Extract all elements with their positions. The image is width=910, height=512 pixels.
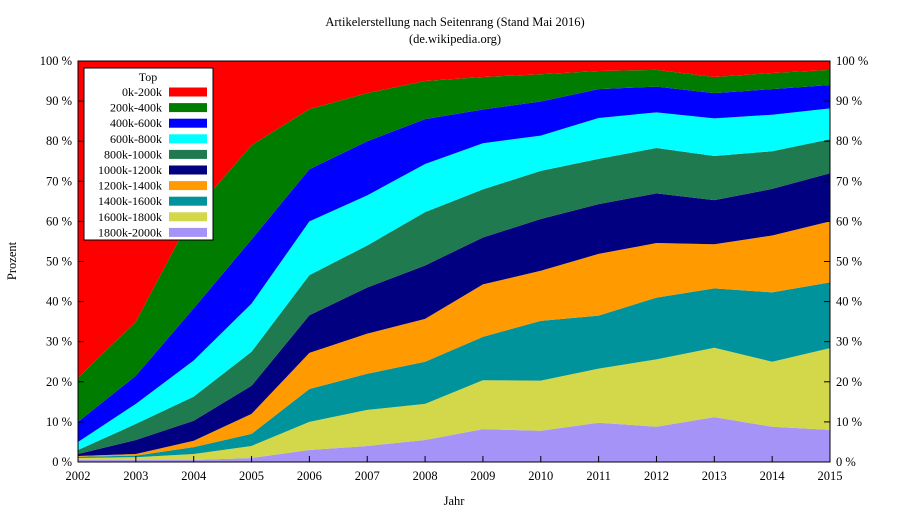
area-1800k-2000k — [78, 417, 830, 462]
area-1200k-1400k — [78, 221, 830, 457]
y-tick-label-left: 20 % — [46, 375, 72, 389]
area-600k-800k — [78, 108, 830, 450]
area-series-group — [78, 61, 830, 462]
y-tick-label-right: 30 % — [836, 335, 862, 349]
y-tick-label-right: 0 % — [836, 455, 856, 469]
x-tick-label: 2003 — [123, 469, 148, 483]
y-tick-label-left: 90 % — [46, 94, 72, 108]
y-axis-left: 0 % 10 % 20 % 30 % 40 % 50 % 60 % 70 % 80 % 90 % 1… — [40, 54, 84, 469]
legend-swatch — [169, 181, 207, 191]
x-tick-label: 2004 — [181, 469, 207, 483]
y-axis-label: Prozent — [5, 241, 19, 280]
legend-label: 1000k-1200k — [98, 163, 162, 177]
y-tick-label-right: 100 % — [836, 54, 868, 68]
area-200k-400k — [78, 69, 830, 422]
legend-swatch — [169, 212, 207, 222]
legend-label: 1200k-1400k — [98, 179, 162, 193]
x-axis: 2002 2003 2004 2005 2006 2007 2008 2009 2010 2011… — [66, 456, 843, 483]
legend-label: 400k-600k — [110, 116, 162, 130]
x-tick-label: 2014 — [760, 469, 786, 483]
legend-swatch — [169, 134, 207, 144]
y-tick-label-left: 70 % — [46, 174, 72, 188]
y-tick-label-right: 20 % — [836, 375, 862, 389]
y-tick-label-right: 10 % — [836, 415, 862, 429]
area-1400k-1600k — [78, 282, 830, 458]
y-tick-label-right: 60 % — [836, 214, 862, 228]
legend-label: 1600k-1800k — [98, 210, 162, 224]
y-tick-label-right: 50 % — [836, 255, 862, 269]
area-1600k-1800k — [78, 347, 830, 460]
y-tick-label-right: 70 % — [836, 174, 862, 188]
legend-label: 1400k-1600k — [98, 194, 162, 208]
y-axis-right: 0 % 10 % 20 % 30 % 40 % 50 % 60 % 70 % 80 % 90 % 1… — [824, 54, 868, 469]
y-tick-label-left: 50 % — [46, 255, 72, 269]
y-tick-label-left: 60 % — [46, 214, 72, 228]
legend-swatch — [169, 196, 207, 206]
y-tick-label-left: 40 % — [46, 295, 72, 309]
legend-label: 800k-1000k — [104, 147, 162, 161]
x-tick-label: 2006 — [297, 469, 322, 483]
y-tick-label-left: 80 % — [46, 134, 72, 148]
legend-label: 200k-400k — [110, 101, 162, 115]
y-tick-label-left: 100 % — [40, 54, 72, 68]
y-tick-label-right: 90 % — [836, 94, 862, 108]
legend-swatch — [169, 165, 207, 175]
legend-swatch — [169, 227, 207, 237]
x-tick-label: 2011 — [586, 469, 611, 483]
y-tick-label-right: 80 % — [836, 134, 862, 148]
legend-label: 1800k-2000k — [98, 225, 162, 239]
chart-subtitle: (de.wikipedia.org) — [409, 32, 501, 46]
x-tick-label: 2005 — [239, 469, 264, 483]
legend-label: 600k-800k — [110, 132, 162, 146]
x-tick-label: 2007 — [355, 469, 380, 483]
x-tick-label: 2010 — [528, 469, 553, 483]
legend-swatch — [169, 149, 207, 159]
legend-swatch — [169, 87, 207, 97]
y-tick-label-left: 0 % — [52, 455, 72, 469]
x-tick-label: 2002 — [66, 469, 91, 483]
x-tick-label: 2009 — [470, 469, 495, 483]
area-800k-1000k — [78, 139, 830, 454]
x-tick-label: 2015 — [818, 469, 843, 483]
chart-title: Artikelerstellung nach Seitenrang (Stand… — [325, 15, 584, 29]
x-tick-label: 2008 — [413, 469, 438, 483]
area-1000k-1200k — [78, 173, 830, 456]
legend-swatch — [169, 118, 207, 128]
y-tick-label-right: 40 % — [836, 295, 862, 309]
x-tick-label: 2012 — [644, 469, 669, 483]
x-axis-label: Jahr — [444, 494, 466, 508]
legend-title: Top — [139, 70, 158, 84]
legend-swatch — [169, 103, 207, 113]
legend-label: 0k-200k — [122, 85, 162, 99]
x-tick-label: 2013 — [702, 469, 727, 483]
y-tick-label-left: 30 % — [46, 335, 72, 349]
y-tick-label-left: 10 % — [46, 415, 72, 429]
